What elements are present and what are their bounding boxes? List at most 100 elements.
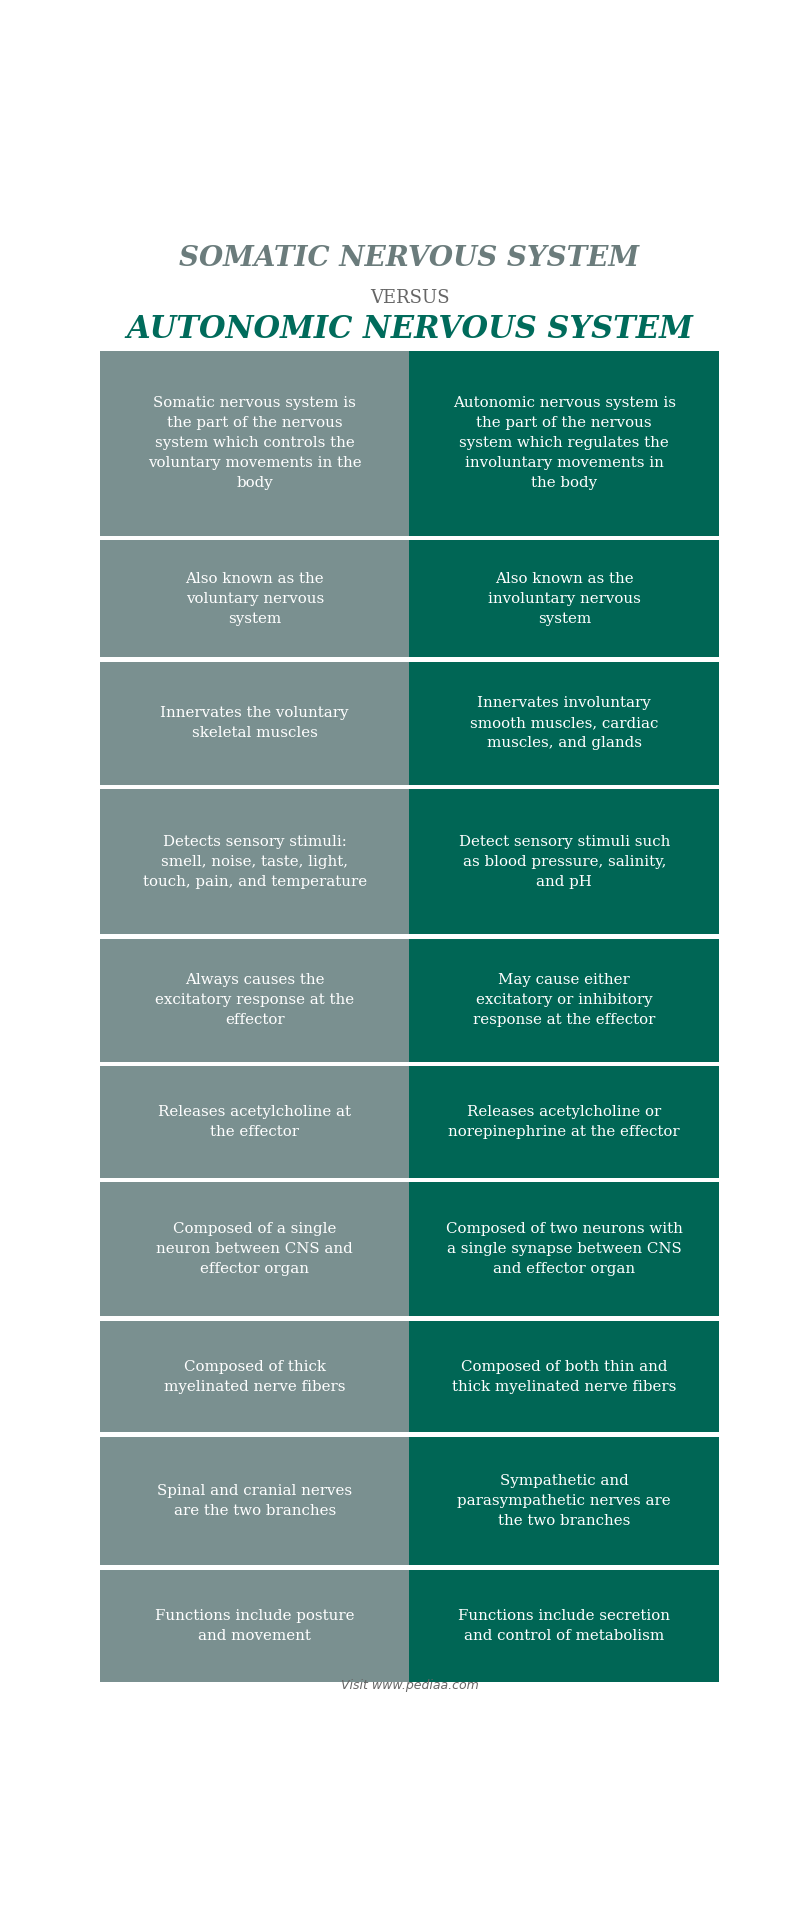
Bar bbox=[177, 1433, 190, 1437]
Bar bbox=[559, 657, 572, 661]
Bar bbox=[632, 1433, 645, 1437]
Bar bbox=[100, 539, 410, 657]
Bar bbox=[504, 934, 518, 938]
Bar bbox=[413, 934, 427, 938]
Bar bbox=[177, 1317, 190, 1321]
Bar bbox=[468, 934, 481, 938]
Bar bbox=[614, 535, 627, 539]
Bar bbox=[487, 1177, 499, 1183]
Bar bbox=[213, 785, 226, 789]
Bar bbox=[377, 1565, 390, 1569]
Bar bbox=[650, 1063, 663, 1066]
Text: VERSUS: VERSUS bbox=[370, 289, 449, 306]
Bar bbox=[468, 1433, 481, 1437]
Bar bbox=[450, 785, 463, 789]
Bar bbox=[231, 1177, 244, 1183]
Bar bbox=[140, 934, 153, 938]
Bar bbox=[195, 1317, 208, 1321]
Bar bbox=[122, 1317, 135, 1321]
Bar bbox=[504, 657, 518, 661]
Bar bbox=[632, 1317, 645, 1321]
Bar bbox=[340, 1177, 354, 1183]
Bar bbox=[487, 535, 499, 539]
Bar bbox=[322, 1063, 336, 1066]
Bar bbox=[249, 1565, 263, 1569]
Bar bbox=[140, 1565, 153, 1569]
Bar bbox=[541, 1565, 554, 1569]
Bar bbox=[231, 535, 244, 539]
Bar bbox=[104, 785, 117, 789]
Text: Innervates the voluntary
skeletal muscles: Innervates the voluntary skeletal muscle… bbox=[161, 705, 349, 740]
Text: May cause either
excitatory or inhibitory
response at the effector: May cause either excitatory or inhibitor… bbox=[473, 973, 655, 1028]
Bar bbox=[595, 1565, 609, 1569]
Bar bbox=[668, 785, 682, 789]
Bar bbox=[577, 657, 590, 661]
Bar bbox=[340, 1063, 354, 1066]
Bar bbox=[195, 785, 208, 789]
Bar bbox=[413, 1063, 427, 1066]
Bar bbox=[100, 1437, 410, 1565]
Text: Composed of a single
neuron between CNS and
effector organ: Composed of a single neuron between CNS … bbox=[157, 1223, 353, 1277]
Bar bbox=[468, 657, 481, 661]
Bar bbox=[122, 934, 135, 938]
Bar bbox=[322, 657, 336, 661]
Bar bbox=[410, 1569, 719, 1682]
Text: Composed of both thin and
thick myelinated nerve fibers: Composed of both thin and thick myelinat… bbox=[452, 1359, 677, 1393]
Bar bbox=[413, 535, 427, 539]
Text: Functions include secretion
and control of metabolism: Functions include secretion and control … bbox=[459, 1609, 670, 1643]
Bar bbox=[286, 1317, 299, 1321]
Bar bbox=[410, 1437, 719, 1565]
Bar bbox=[100, 1183, 410, 1317]
Bar bbox=[231, 1317, 244, 1321]
Text: Releases acetylcholine or
norepinephrine at the effector: Releases acetylcholine or norepinephrine… bbox=[448, 1105, 680, 1139]
Bar bbox=[450, 1177, 463, 1183]
Bar bbox=[177, 934, 190, 938]
Bar bbox=[396, 1433, 408, 1437]
Bar bbox=[559, 1565, 572, 1569]
Bar bbox=[487, 934, 499, 938]
Bar bbox=[541, 657, 554, 661]
Bar bbox=[541, 785, 554, 789]
Bar bbox=[705, 535, 715, 539]
Bar bbox=[359, 535, 372, 539]
Bar bbox=[100, 1066, 410, 1177]
Bar bbox=[340, 1565, 354, 1569]
Bar bbox=[668, 934, 682, 938]
Bar bbox=[286, 934, 299, 938]
Bar bbox=[468, 785, 481, 789]
Bar bbox=[359, 1063, 372, 1066]
Bar bbox=[595, 657, 609, 661]
Bar bbox=[249, 1177, 263, 1183]
Text: Visit www.pediaa.com: Visit www.pediaa.com bbox=[340, 1678, 479, 1691]
Bar bbox=[340, 535, 354, 539]
Bar bbox=[614, 934, 627, 938]
Bar bbox=[396, 535, 408, 539]
Text: Innervates involuntary
smooth muscles, cardiac
muscles, and glands: Innervates involuntary smooth muscles, c… bbox=[470, 696, 658, 751]
Bar bbox=[304, 1433, 317, 1437]
Bar bbox=[450, 1063, 463, 1066]
Bar bbox=[359, 1317, 372, 1321]
Bar bbox=[410, 352, 719, 535]
Text: Detects sensory stimuli:
smell, noise, taste, light,
touch, pain, and temperatur: Detects sensory stimuli: smell, noise, t… bbox=[142, 835, 367, 889]
Bar bbox=[322, 535, 336, 539]
Bar bbox=[122, 657, 135, 661]
Bar bbox=[686, 785, 700, 789]
Bar bbox=[195, 1063, 208, 1066]
Bar bbox=[431, 1177, 445, 1183]
Bar bbox=[100, 789, 410, 934]
Bar bbox=[249, 785, 263, 789]
Bar bbox=[686, 1433, 700, 1437]
Bar bbox=[304, 657, 317, 661]
Bar bbox=[158, 1317, 172, 1321]
Bar bbox=[595, 1177, 609, 1183]
Bar bbox=[104, 657, 117, 661]
Bar bbox=[304, 1317, 317, 1321]
Bar bbox=[705, 1177, 715, 1183]
Bar bbox=[377, 657, 390, 661]
Bar bbox=[450, 1565, 463, 1569]
Bar bbox=[158, 785, 172, 789]
Bar bbox=[413, 657, 427, 661]
Bar bbox=[559, 785, 572, 789]
Bar bbox=[249, 535, 263, 539]
Bar bbox=[322, 1565, 336, 1569]
